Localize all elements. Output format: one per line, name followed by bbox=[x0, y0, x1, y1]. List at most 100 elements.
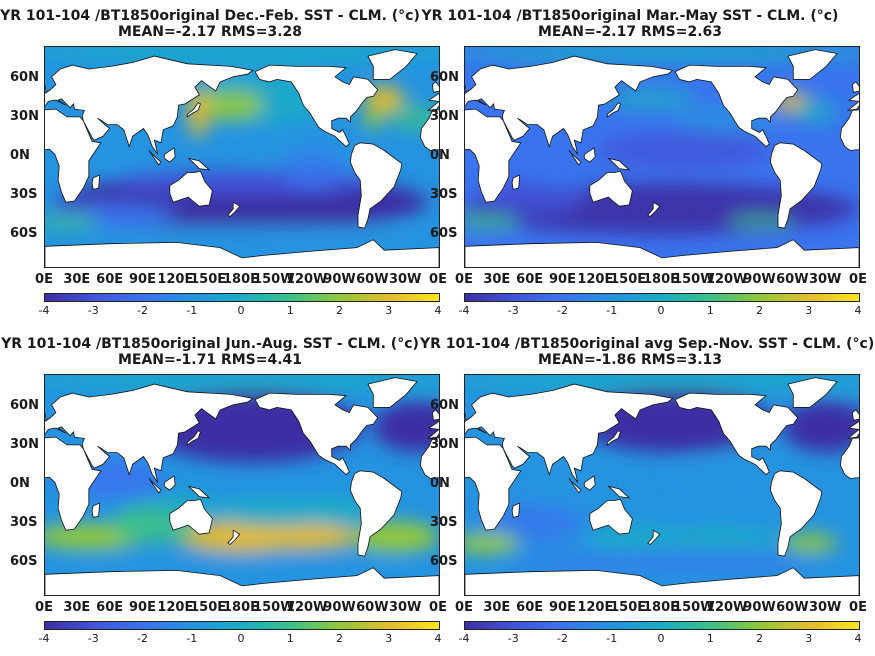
colorbar-tick-label: 1 bbox=[706, 304, 714, 317]
land-newguinea bbox=[188, 157, 211, 171]
land-antarctica bbox=[45, 567, 439, 595]
lat-label: 60N bbox=[430, 398, 459, 414]
sst-anomaly-region bbox=[465, 375, 859, 390]
lon-label: 30E bbox=[63, 600, 91, 615]
lon-label: 0E bbox=[429, 600, 447, 615]
land-uk bbox=[465, 413, 467, 420]
lon-label: 120E bbox=[577, 600, 614, 615]
title-line: YR 101-104 /BT1850original Dec.-Feb. SST… bbox=[0, 8, 420, 24]
lon-label: 90E bbox=[129, 600, 156, 615]
land-eurasia bbox=[45, 55, 254, 155]
sst-field bbox=[45, 47, 439, 246]
sst-anomaly-region bbox=[45, 375, 439, 390]
lon-label: 120E bbox=[577, 272, 614, 287]
land-antarctica bbox=[45, 239, 439, 267]
land-samerica bbox=[349, 142, 403, 229]
land-madagascar bbox=[91, 502, 101, 518]
lon-label: 30W bbox=[808, 600, 842, 615]
continents bbox=[465, 377, 859, 595]
sst-anomaly-region bbox=[280, 150, 346, 190]
lon-label: 0E bbox=[455, 600, 473, 615]
lon-label: 120W bbox=[285, 600, 328, 615]
panel-title: YR 101-104 /BT1850original Dec.-Feb. SST… bbox=[0, 8, 420, 40]
lat-label: 30S bbox=[10, 186, 38, 202]
colorbar-tick-label: 4 bbox=[434, 632, 442, 645]
lon-label: 30W bbox=[808, 272, 842, 287]
sst-anomaly-region bbox=[782, 400, 859, 453]
lat-label: 0N bbox=[430, 476, 450, 491]
land-namerica bbox=[254, 64, 379, 148]
colorbar-tick-label: -3 bbox=[507, 304, 519, 317]
sst-anomaly-region bbox=[99, 224, 429, 246]
colorbar-tick-label: 4 bbox=[434, 304, 442, 317]
lon-label: 150W bbox=[673, 600, 715, 615]
panel-title: YR 101-104 /BT1850original avg Sep.-Nov.… bbox=[420, 336, 874, 368]
land-newguinea bbox=[608, 157, 631, 171]
lon-label: 0E bbox=[455, 272, 473, 287]
colorbar-tick-label: 3 bbox=[805, 632, 813, 645]
lon-label: 150W bbox=[253, 600, 295, 615]
land-madagascar bbox=[91, 174, 101, 190]
land-antarctica bbox=[465, 239, 859, 267]
colorbar-tick-label: -3 bbox=[87, 632, 99, 645]
lat-label: 30S bbox=[10, 514, 38, 530]
colorbar-tick-label: 4 bbox=[854, 304, 862, 317]
lat-label: 60S bbox=[430, 225, 458, 241]
land-eurasia bbox=[45, 383, 254, 483]
sst-anomaly-region bbox=[362, 107, 385, 129]
colorbar-tick-label: 2 bbox=[756, 632, 763, 645]
lon-label: 180E bbox=[642, 272, 680, 287]
colorbar bbox=[44, 293, 440, 302]
colorbar-tick-label: 3 bbox=[385, 632, 393, 645]
map-panel-son: YR 101-104 /BT1850original avg Sep.-Nov.… bbox=[420, 332, 874, 652]
lon-label: 60E bbox=[516, 600, 544, 615]
colorbar-tick-label: 2 bbox=[336, 304, 343, 317]
colorbar-tick-label: 1 bbox=[706, 632, 714, 645]
lon-label: 150E bbox=[610, 272, 647, 287]
colorbar-tick-label: -3 bbox=[507, 632, 519, 645]
land-eurasia bbox=[465, 55, 674, 155]
colorbar-tick-label: -2 bbox=[557, 304, 568, 317]
lon-label: 150E bbox=[610, 600, 647, 615]
land-africa bbox=[465, 108, 522, 203]
sst-anomaly-region bbox=[782, 532, 838, 554]
lon-label: 120E bbox=[157, 600, 194, 615]
lon-label: 150E bbox=[190, 272, 227, 287]
sst-field bbox=[465, 47, 859, 235]
land-indonesia bbox=[148, 150, 162, 166]
lon-label: 90W bbox=[323, 272, 356, 287]
land-borneo bbox=[163, 475, 176, 491]
sst-anomaly-region bbox=[465, 532, 520, 554]
lat-label: 30N bbox=[430, 437, 459, 453]
land-greenland bbox=[367, 377, 418, 408]
lon-label: 60E bbox=[96, 600, 124, 615]
lon-label: 0E bbox=[35, 600, 53, 615]
colorbar-tick-label: -2 bbox=[137, 632, 148, 645]
land-uk-wrap bbox=[851, 409, 859, 421]
land-eurasia bbox=[465, 383, 674, 483]
land-africa bbox=[45, 108, 102, 203]
lon-label: 90E bbox=[549, 600, 576, 615]
colorbar-tick-label: 0 bbox=[657, 632, 665, 645]
map-panel-jja: YR 101-104 /BT1850original Jun.-Aug. SST… bbox=[0, 332, 447, 652]
colorbar-tick-label: 2 bbox=[756, 304, 763, 317]
lat-label: 30S bbox=[430, 514, 458, 530]
colorbar-tick-label: 1 bbox=[286, 632, 294, 645]
lon-label: 0E bbox=[35, 272, 53, 287]
land-uk-wrap bbox=[851, 81, 859, 93]
lon-label: 90W bbox=[323, 600, 356, 615]
land-borneo bbox=[163, 147, 176, 163]
lon-label: 90E bbox=[549, 272, 576, 287]
land-nz bbox=[227, 201, 241, 217]
lon-label: 30W bbox=[388, 272, 422, 287]
map-canvas bbox=[465, 375, 859, 595]
sst-anomaly-region bbox=[66, 554, 418, 571]
land-africa-wrap bbox=[419, 437, 439, 479]
colorbar-tick-label: 4 bbox=[854, 632, 862, 645]
lat-label: 60N bbox=[10, 398, 39, 414]
colorbar-tick-label: -4 bbox=[38, 632, 50, 645]
land-uk-wrap bbox=[431, 409, 439, 421]
colorbar-tick-label: 0 bbox=[237, 632, 245, 645]
sst-anomaly-region bbox=[198, 89, 264, 121]
colorbar-tick-label: 3 bbox=[385, 304, 393, 317]
